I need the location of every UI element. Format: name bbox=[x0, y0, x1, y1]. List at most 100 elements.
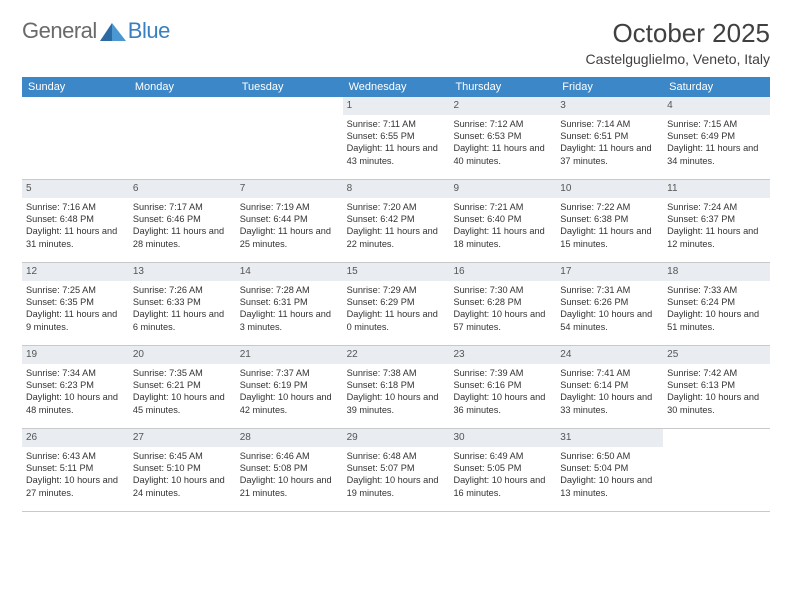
daylight-text: Daylight: 10 hours and 13 minutes. bbox=[560, 474, 659, 499]
sunset-text: Sunset: 6:29 PM bbox=[347, 296, 446, 308]
sunset-text: Sunset: 5:08 PM bbox=[240, 462, 339, 474]
day-cell: 11Sunrise: 7:24 AMSunset: 6:37 PMDayligh… bbox=[663, 180, 770, 262]
sunrise-text: Sunrise: 7:34 AM bbox=[26, 367, 125, 379]
daylight-text: Daylight: 11 hours and 43 minutes. bbox=[347, 142, 446, 167]
day-number: 3 bbox=[556, 97, 663, 115]
title-block: October 2025 Castelguglielmo, Veneto, It… bbox=[586, 18, 770, 67]
day-cell: 5Sunrise: 7:16 AMSunset: 6:48 PMDaylight… bbox=[22, 180, 129, 262]
day-cell: 15Sunrise: 7:29 AMSunset: 6:29 PMDayligh… bbox=[343, 263, 450, 345]
sunset-text: Sunset: 6:53 PM bbox=[453, 130, 552, 142]
sunset-text: Sunset: 6:48 PM bbox=[26, 213, 125, 225]
sunset-text: Sunset: 6:28 PM bbox=[453, 296, 552, 308]
daylight-text: Daylight: 10 hours and 16 minutes. bbox=[453, 474, 552, 499]
sunrise-text: Sunrise: 7:24 AM bbox=[667, 201, 766, 213]
day-number: 30 bbox=[449, 429, 556, 447]
day-number: 11 bbox=[663, 180, 770, 198]
day-cell: 9Sunrise: 7:21 AMSunset: 6:40 PMDaylight… bbox=[449, 180, 556, 262]
sunset-text: Sunset: 6:33 PM bbox=[133, 296, 232, 308]
day-cell: 1Sunrise: 7:11 AMSunset: 6:55 PMDaylight… bbox=[343, 97, 450, 179]
sunrise-text: Sunrise: 7:42 AM bbox=[667, 367, 766, 379]
brand-mark-icon bbox=[100, 21, 128, 41]
sunset-text: Sunset: 6:23 PM bbox=[26, 379, 125, 391]
dow-cell: Tuesday bbox=[236, 77, 343, 97]
sunset-text: Sunset: 6:16 PM bbox=[453, 379, 552, 391]
day-cell: 31Sunrise: 6:50 AMSunset: 5:04 PMDayligh… bbox=[556, 429, 663, 511]
day-cell: 24Sunrise: 7:41 AMSunset: 6:14 PMDayligh… bbox=[556, 346, 663, 428]
sunset-text: Sunset: 6:26 PM bbox=[560, 296, 659, 308]
daylight-text: Daylight: 11 hours and 18 minutes. bbox=[453, 225, 552, 250]
day-cell bbox=[236, 97, 343, 179]
day-cell: 22Sunrise: 7:38 AMSunset: 6:18 PMDayligh… bbox=[343, 346, 450, 428]
day-number: 14 bbox=[236, 263, 343, 281]
day-cell: 12Sunrise: 7:25 AMSunset: 6:35 PMDayligh… bbox=[22, 263, 129, 345]
daylight-text: Daylight: 10 hours and 57 minutes. bbox=[453, 308, 552, 333]
sunrise-text: Sunrise: 6:45 AM bbox=[133, 450, 232, 462]
sunrise-text: Sunrise: 7:39 AM bbox=[453, 367, 552, 379]
day-cell: 17Sunrise: 7:31 AMSunset: 6:26 PMDayligh… bbox=[556, 263, 663, 345]
day-number: 1 bbox=[343, 97, 450, 115]
day-number: 12 bbox=[22, 263, 129, 281]
day-cell bbox=[663, 429, 770, 511]
location: Castelguglielmo, Veneto, Italy bbox=[586, 51, 770, 67]
daylight-text: Daylight: 10 hours and 45 minutes. bbox=[133, 391, 232, 416]
header: General Blue October 2025 Castelguglielm… bbox=[22, 18, 770, 67]
day-number: 10 bbox=[556, 180, 663, 198]
day-number: 18 bbox=[663, 263, 770, 281]
daylight-text: Daylight: 10 hours and 24 minutes. bbox=[133, 474, 232, 499]
sunrise-text: Sunrise: 7:38 AM bbox=[347, 367, 446, 379]
sunset-text: Sunset: 6:40 PM bbox=[453, 213, 552, 225]
sunset-text: Sunset: 6:44 PM bbox=[240, 213, 339, 225]
sunset-text: Sunset: 6:13 PM bbox=[667, 379, 766, 391]
day-cell: 27Sunrise: 6:45 AMSunset: 5:10 PMDayligh… bbox=[129, 429, 236, 511]
week-row: 12 Sunrise: 7:25 AMSunset: 6:35 PM Dayligh… bbox=[22, 263, 770, 346]
sunrise-text: Sunrise: 6:43 AM bbox=[26, 450, 125, 462]
day-number: 8 bbox=[343, 180, 450, 198]
day-number: 26 bbox=[22, 429, 129, 447]
sunrise-text: Sunrise: 6:48 AM bbox=[347, 450, 446, 462]
sunrise-text: Sunrise: 7:15 AM bbox=[667, 118, 766, 130]
week-row: 26Sunrise: 6:43 AMSunset: 5:11 PMDayligh… bbox=[22, 429, 770, 512]
dow-cell: Wednesday bbox=[343, 77, 450, 97]
daylight-text: Daylight: 10 hours and 30 minutes. bbox=[667, 391, 766, 416]
sunset-text: Sunset: 6:35 PM bbox=[26, 296, 125, 308]
day-cell bbox=[22, 97, 129, 179]
week-row: 1Sunrise: 7:11 AMSunset: 6:55 PMDaylight… bbox=[22, 97, 770, 180]
sunset-text: Sunset: 6:21 PM bbox=[133, 379, 232, 391]
brand-logo: General Blue bbox=[22, 18, 170, 44]
day-cell: 16Sunrise: 7:30 AMSunset: 6:28 PMDayligh… bbox=[449, 263, 556, 345]
day-number: 21 bbox=[236, 346, 343, 364]
daylight-text: Daylight: 10 hours and 36 minutes. bbox=[453, 391, 552, 416]
day-number: 6 bbox=[129, 180, 236, 198]
day-number: 23 bbox=[449, 346, 556, 364]
weeks-container: 1Sunrise: 7:11 AMSunset: 6:55 PMDaylight… bbox=[22, 97, 770, 512]
day-number: 13 bbox=[129, 263, 236, 281]
day-number: 16 bbox=[449, 263, 556, 281]
sunrise-text: Sunrise: 7:25 AM bbox=[26, 284, 125, 296]
day-cell: 2Sunrise: 7:12 AMSunset: 6:53 PMDaylight… bbox=[449, 97, 556, 179]
day-cell: 13Sunrise: 7:26 AMSunset: 6:33 PMDayligh… bbox=[129, 263, 236, 345]
sunrise-text: Sunrise: 7:37 AM bbox=[240, 367, 339, 379]
sunset-text: Sunset: 6:49 PM bbox=[667, 130, 766, 142]
day-number: 4 bbox=[663, 97, 770, 115]
sunrise-text: Sunrise: 7:19 AM bbox=[240, 201, 339, 213]
day-cell: 8Sunrise: 7:20 AMSunset: 6:42 PMDaylight… bbox=[343, 180, 450, 262]
calendar-page: General Blue October 2025 Castelguglielm… bbox=[0, 0, 792, 530]
sunrise-text: Sunrise: 7:26 AM bbox=[133, 284, 232, 296]
daylight-text: Daylight: 10 hours and 48 minutes. bbox=[26, 391, 125, 416]
sunrise-text: Sunrise: 7:22 AM bbox=[560, 201, 659, 213]
day-number: 7 bbox=[236, 180, 343, 198]
day-number: 25 bbox=[663, 346, 770, 364]
day-cell: 26Sunrise: 6:43 AMSunset: 5:11 PMDayligh… bbox=[22, 429, 129, 511]
day-cell: 29Sunrise: 6:48 AMSunset: 5:07 PMDayligh… bbox=[343, 429, 450, 511]
day-number: 27 bbox=[129, 429, 236, 447]
sunset-text: Sunset: 6:19 PM bbox=[240, 379, 339, 391]
sunrise-text: Sunrise: 7:31 AM bbox=[560, 284, 659, 296]
day-cell: 19Sunrise: 7:34 AMSunset: 6:23 PMDayligh… bbox=[22, 346, 129, 428]
sunrise-text: Sunrise: 7:41 AM bbox=[560, 367, 659, 379]
day-cell: 23 Sunrise: 7:39 AMSunset: 6:16 PMDayligh… bbox=[449, 346, 556, 428]
day-number: 24 bbox=[556, 346, 663, 364]
daylight-text: Daylight: 11 hours and 37 minutes. bbox=[560, 142, 659, 167]
sunset-text: Sunset: 6:31 PM bbox=[240, 296, 339, 308]
daylight-text: Daylight: 11 hours and 25 minutes. bbox=[240, 225, 339, 250]
day-cell: 6Sunrise: 7:17 AMSunset: 6:46 PMDaylight… bbox=[129, 180, 236, 262]
